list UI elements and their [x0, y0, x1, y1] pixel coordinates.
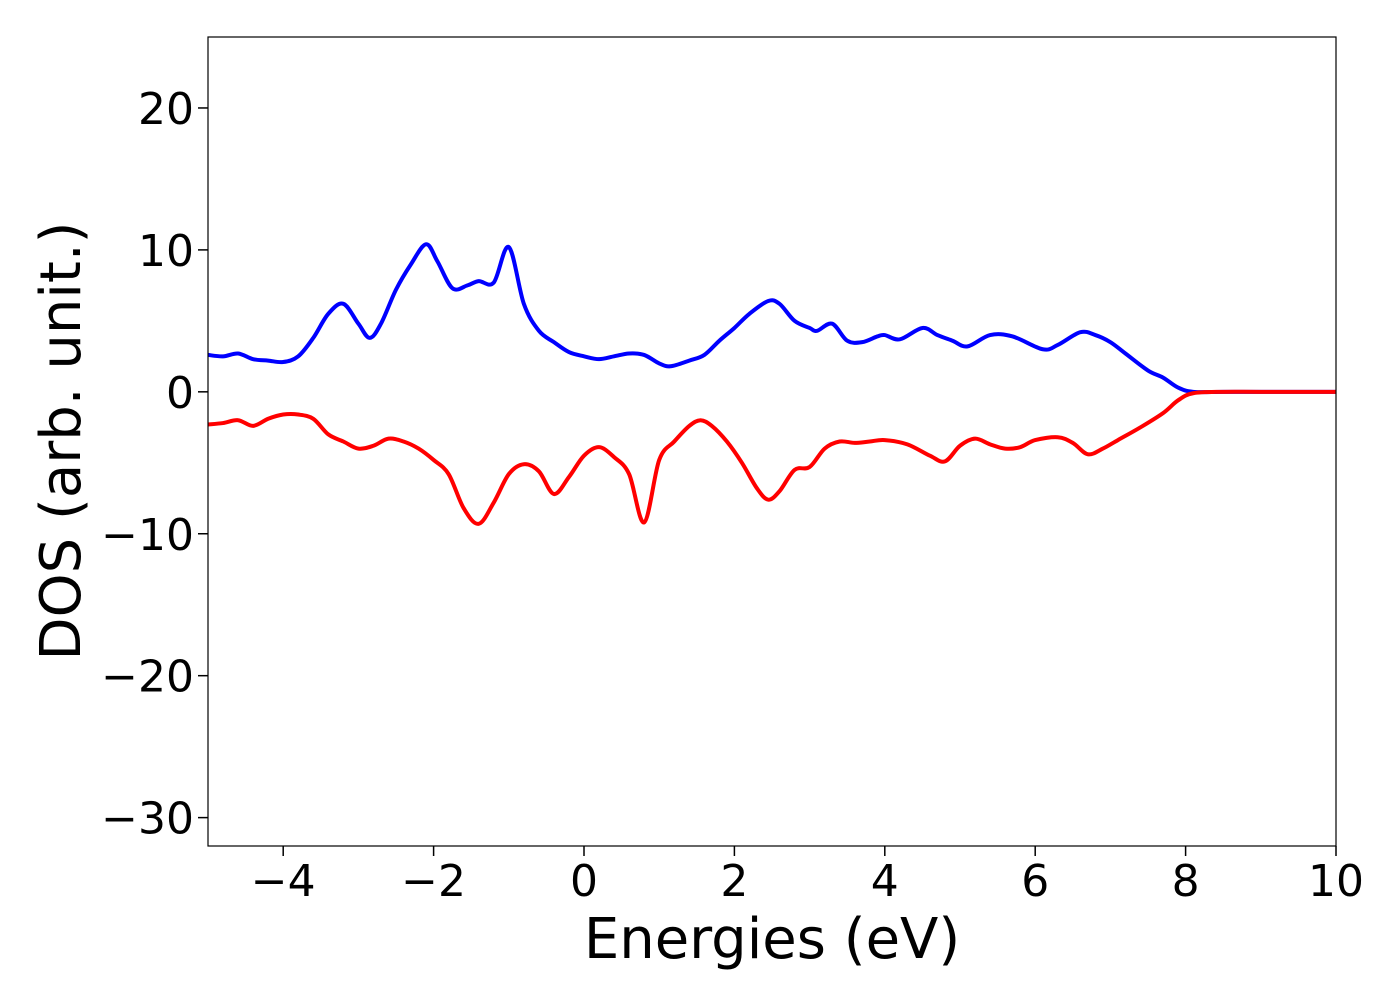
- y-tick-label: 20: [138, 84, 194, 135]
- y-axis-label: DOS (arb. unit.): [29, 221, 94, 660]
- series-line-red: [208, 389, 1336, 526]
- y-axis: −30 −20 −10 0 10 20: [101, 84, 208, 845]
- y-tick-label: −10: [101, 510, 194, 561]
- y-tick-label: −30: [101, 794, 194, 845]
- x-tick-label: −2: [401, 856, 466, 907]
- y-tick-label: 0: [166, 368, 194, 419]
- series-layer: [208, 242, 1336, 526]
- y-tick-label: 10: [138, 226, 194, 277]
- plot-frame: [207, 36, 1337, 847]
- x-tick-label: −4: [251, 856, 316, 907]
- x-tick-label: 6: [1021, 856, 1049, 907]
- x-tick-label: 10: [1308, 856, 1364, 907]
- x-tick-label: 4: [871, 856, 899, 907]
- x-axis: −4 −2 0 2 4 6 8 10: [251, 846, 1364, 907]
- x-tick-label: 0: [570, 856, 598, 907]
- y-tick-label: −20: [101, 652, 194, 703]
- x-axis-label: Energies (eV): [584, 907, 960, 972]
- x-tick-label: 2: [720, 856, 748, 907]
- x-tick-label: 8: [1172, 856, 1200, 907]
- series-line-blue: [208, 242, 1336, 395]
